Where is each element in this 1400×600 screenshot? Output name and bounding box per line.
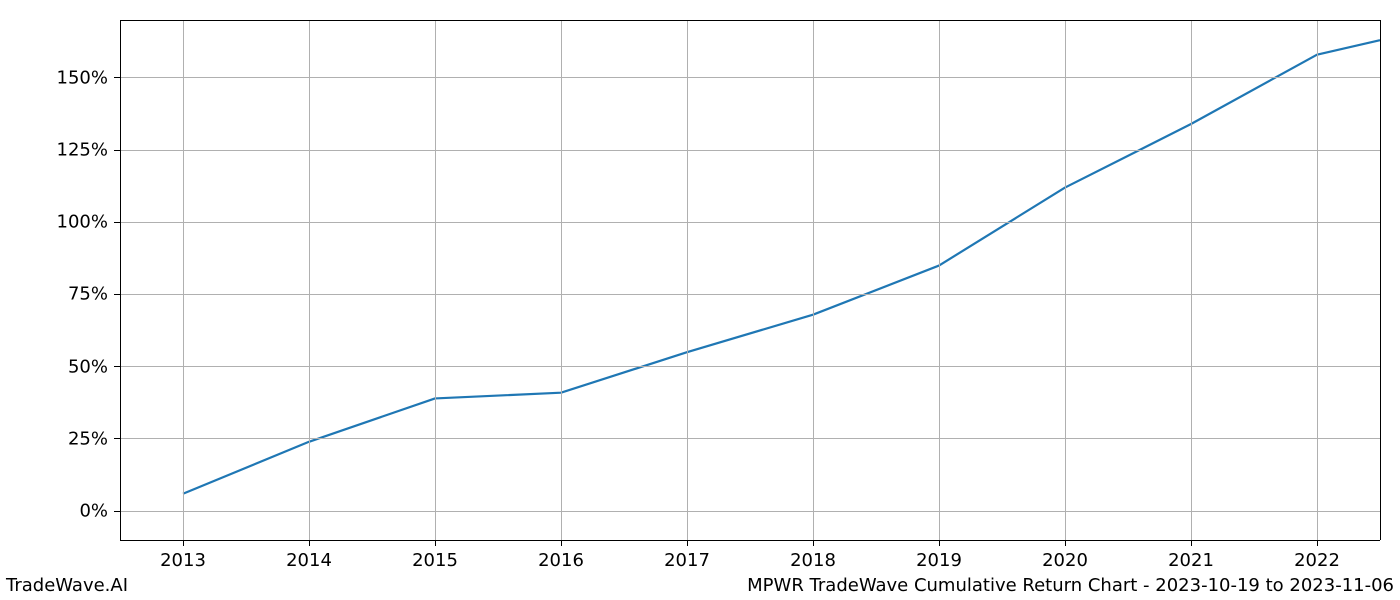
x-tick-mark <box>1065 540 1066 546</box>
axis-top <box>120 20 1380 21</box>
x-tick-mark <box>561 540 562 546</box>
grid-line-horizontal <box>120 77 1380 78</box>
grid-line-vertical <box>435 20 436 540</box>
grid-line-vertical <box>561 20 562 540</box>
x-tick-mark <box>939 540 940 546</box>
grid-line-vertical <box>813 20 814 540</box>
grid-line-vertical <box>183 20 184 540</box>
y-tick-label: 25% <box>68 428 108 449</box>
y-tick-label: 100% <box>57 212 108 233</box>
grid-line-horizontal <box>120 366 1380 367</box>
x-tick-label: 2020 <box>1042 550 1088 571</box>
x-tick-label: 2013 <box>160 550 206 571</box>
footer-left-label: TradeWave.AI <box>6 575 128 596</box>
y-tick-mark <box>114 77 120 78</box>
y-tick-mark <box>114 294 120 295</box>
x-tick-mark <box>1191 540 1192 546</box>
footer-right-label: MPWR TradeWave Cumulative Return Chart -… <box>747 575 1394 596</box>
grid-line-vertical <box>1317 20 1318 540</box>
x-tick-mark <box>309 540 310 546</box>
y-tick-label: 150% <box>57 67 108 88</box>
x-tick-label: 2017 <box>664 550 710 571</box>
x-tick-label: 2015 <box>412 550 458 571</box>
grid-line-horizontal <box>120 222 1380 223</box>
x-tick-mark <box>435 540 436 546</box>
x-tick-label: 2016 <box>538 550 584 571</box>
grid-line-horizontal <box>120 294 1380 295</box>
axis-right <box>1380 20 1381 540</box>
grid-line-horizontal <box>120 438 1380 439</box>
y-tick-label: 0% <box>79 501 108 522</box>
grid-line-horizontal <box>120 511 1380 512</box>
x-tick-mark <box>183 540 184 546</box>
x-tick-mark <box>687 540 688 546</box>
y-tick-mark <box>114 511 120 512</box>
x-tick-label: 2022 <box>1294 550 1340 571</box>
grid-line-vertical <box>309 20 310 540</box>
grid-line-vertical <box>1065 20 1066 540</box>
x-tick-label: 2021 <box>1168 550 1214 571</box>
x-tick-label: 2014 <box>286 550 332 571</box>
grid-line-vertical <box>687 20 688 540</box>
x-tick-mark <box>813 540 814 546</box>
y-tick-label: 75% <box>68 284 108 305</box>
y-tick-mark <box>114 438 120 439</box>
grid-line-horizontal <box>120 150 1380 151</box>
grid-line-vertical <box>1191 20 1192 540</box>
y-tick-mark <box>114 366 120 367</box>
y-tick-label: 50% <box>68 356 108 377</box>
x-tick-mark <box>1317 540 1318 546</box>
cumulative-return-line <box>183 40 1380 494</box>
grid-line-vertical <box>939 20 940 540</box>
x-tick-label: 2019 <box>916 550 962 571</box>
axis-left <box>120 20 121 540</box>
y-tick-mark <box>114 150 120 151</box>
y-tick-mark <box>114 222 120 223</box>
x-tick-label: 2018 <box>790 550 836 571</box>
y-tick-label: 125% <box>57 140 108 161</box>
chart-container: 2013 2014 2015 2016 2017 2018 2019 2020 2021 2022… <box>0 0 1400 600</box>
